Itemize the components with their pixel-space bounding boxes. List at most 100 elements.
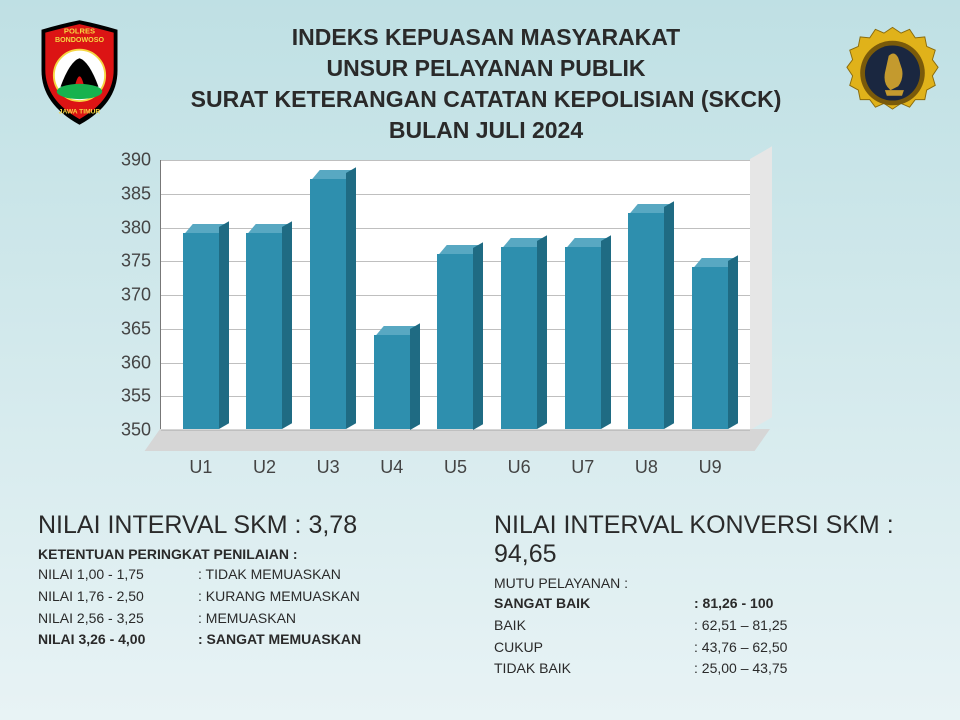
bar-front (374, 335, 410, 430)
left-info: NILAI INTERVAL SKM : 3,78 KETENTUAN PERI… (38, 511, 474, 680)
x-tick: U4 (380, 457, 403, 478)
y-tick: 355 (121, 386, 161, 407)
info-row-value: : TIDAK MEMUASKAN (198, 564, 474, 586)
side-wall (750, 146, 772, 430)
y-tick: 360 (121, 352, 161, 373)
info-row: NILAI 1,00 - 1,75: TIDAK MEMUASKAN (38, 564, 474, 586)
left-main: NILAI INTERVAL SKM : 3,78 (38, 511, 474, 540)
y-tick: 375 (121, 251, 161, 272)
x-tick: U8 (635, 457, 658, 478)
info-row-value: : MEMUASKAN (198, 608, 474, 630)
info-row-label: NILAI 3,26 - 4,00 (38, 629, 198, 651)
bar-front (246, 233, 282, 429)
bar-side (410, 323, 420, 429)
y-tick: 385 (121, 183, 161, 204)
right-info: NILAI INTERVAL KONVERSI SKM : 94,65 MUTU… (494, 511, 930, 680)
bar-side (346, 168, 356, 430)
polres-logo: POLRES BONDOWOSO JAWA TIMUR (32, 18, 127, 128)
right-main: NILAI INTERVAL KONVERSI SKM : 94,65 (494, 511, 930, 569)
info-row-value: : KURANG MEMUASKAN (198, 586, 474, 608)
x-tick: U5 (444, 457, 467, 478)
bar-front (501, 247, 537, 429)
bar (183, 233, 219, 429)
info-row-label: BAIK (494, 615, 694, 637)
bars-container: U1U2U3U4U5U6U7U8U9 (161, 160, 750, 429)
bar (437, 254, 473, 430)
info-row-value: : SANGAT MEMUASKAN (198, 629, 474, 651)
bar (565, 247, 601, 429)
header: POLRES BONDOWOSO JAWA TIMUR INDEKS KEPUA… (0, 0, 960, 146)
svg-text:POLRES: POLRES (64, 27, 95, 36)
inderawaspada-logo (845, 18, 940, 128)
bar-side (728, 255, 738, 429)
bar-front (628, 213, 664, 429)
bar (501, 247, 537, 429)
info-row-value: : 81,26 - 100 (694, 593, 930, 615)
bar (374, 335, 410, 430)
info-row: NILAI 2,56 - 3,25: MEMUASKAN (38, 608, 474, 630)
bar (246, 233, 282, 429)
bar-front (692, 267, 728, 429)
info-row: TIDAK BAIK: 25,00 – 43,75 (494, 658, 930, 680)
x-tick: U7 (571, 457, 594, 478)
title-block: INDEKS KEPUASAN MASYARAKAT UNSUR PELAYAN… (127, 18, 845, 146)
bar-slot: U1 (180, 233, 222, 429)
svg-text:JAWA TIMUR: JAWA TIMUR (59, 108, 101, 115)
info-row: BAIK: 62,51 – 81,25 (494, 615, 930, 637)
info-row: NILAI 3,26 - 4,00: SANGAT MEMUASKAN (38, 629, 474, 651)
bar-side (601, 235, 611, 429)
title-line-1: INDEKS KEPUASAN MASYARAKAT (127, 22, 845, 53)
info-row-value: : 43,76 – 62,50 (694, 637, 930, 659)
bar (628, 213, 664, 429)
title-line-4: BULAN JULI 2024 (127, 115, 845, 146)
bar-slot: U5 (434, 254, 476, 430)
bar-side (282, 222, 292, 430)
bar-slot: U9 (689, 267, 731, 429)
info-row: SANGAT BAIK: 81,26 - 100 (494, 593, 930, 615)
y-tick: 390 (121, 150, 161, 171)
info-row-label: CUKUP (494, 637, 694, 659)
x-tick: U9 (699, 457, 722, 478)
bar-slot: U6 (498, 247, 540, 429)
info-row-label: TIDAK BAIK (494, 658, 694, 680)
bar-slot: U8 (625, 213, 667, 429)
bar-front (310, 179, 346, 429)
info-row-label: NILAI 2,56 - 3,25 (38, 608, 198, 630)
left-sub: KETENTUAN PERINGKAT PENILAIAN : (38, 546, 474, 562)
info-row: NILAI 1,76 - 2,50: KURANG MEMUASKAN (38, 586, 474, 608)
info-row-value: : 62,51 – 81,25 (694, 615, 930, 637)
bar-front (437, 254, 473, 430)
info-row: CUKUP: 43,76 – 62,50 (494, 637, 930, 659)
info-section: NILAI INTERVAL SKM : 3,78 KETENTUAN PERI… (38, 511, 930, 680)
title-line-3: SURAT KETERANGAN CATATAN KEPOLISIAN (SKC… (127, 84, 845, 115)
info-row-label: NILAI 1,76 - 2,50 (38, 586, 198, 608)
x-tick: U6 (508, 457, 531, 478)
title-line-2: UNSUR PELAYANAN PUBLIK (127, 53, 845, 84)
bar-side (219, 222, 229, 430)
info-row-value: : 25,00 – 43,75 (694, 658, 930, 680)
x-tick: U3 (317, 457, 340, 478)
x-tick: U2 (253, 457, 276, 478)
y-tick: 370 (121, 285, 161, 306)
bar-side (537, 235, 547, 429)
bar (692, 267, 728, 429)
y-tick: 350 (121, 420, 161, 441)
bar-slot: U3 (307, 179, 349, 429)
y-tick: 365 (121, 318, 161, 339)
chart-area: U1U2U3U4U5U6U7U8U9 350 355 360 365 370 375 380… (80, 154, 900, 474)
bar-front (565, 247, 601, 429)
bar-front (183, 233, 219, 429)
bar-side (664, 201, 674, 429)
floor (145, 429, 770, 451)
y-tick: 380 (121, 217, 161, 238)
gridline (161, 430, 750, 431)
x-tick: U1 (189, 457, 212, 478)
bar-slot: U4 (371, 335, 413, 430)
right-rows: SANGAT BAIK: 81,26 - 100BAIK: 62,51 – 81… (494, 593, 930, 680)
bar-side (473, 242, 483, 429)
plot: U1U2U3U4U5U6U7U8U9 350355360365370375380… (160, 160, 750, 430)
content: POLRES BONDOWOSO JAWA TIMUR INDEKS KEPUA… (0, 0, 960, 720)
svg-text:BONDOWOSO: BONDOWOSO (55, 36, 104, 44)
left-rows: NILAI 1,00 - 1,75: TIDAK MEMUASKANNILAI … (38, 564, 474, 651)
right-sub: MUTU PELAYANAN : (494, 575, 930, 591)
